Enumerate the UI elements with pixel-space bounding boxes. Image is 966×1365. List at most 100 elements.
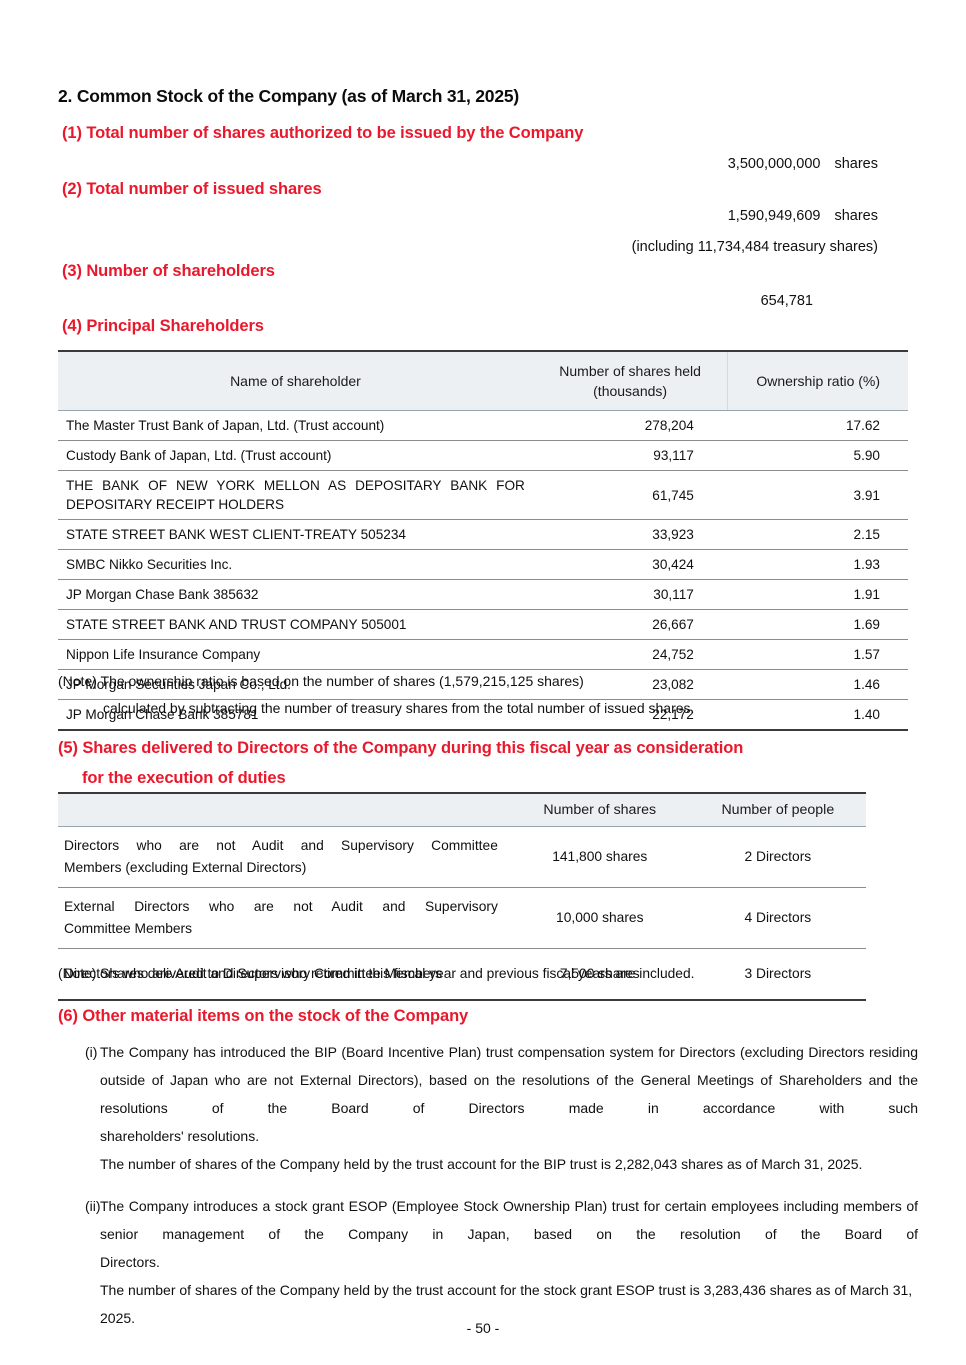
shareholder-ratio: 2.15 <box>727 519 908 550</box>
list-item-marker: (ii) <box>85 1198 101 1214</box>
shareholder-ratio: 1.93 <box>727 549 908 580</box>
shares-delivered-table: Number of shares Number of people Direct… <box>58 792 866 1001</box>
column-header-ratio: Ownership ratio (%) <box>727 350 908 411</box>
director-people: 3 Directors <box>689 948 866 1001</box>
column-header-number-of-shares: Number of shares <box>509 792 690 827</box>
table-row: Directors who are Audit and Supervisory … <box>58 948 866 1001</box>
paragraph-1-text: The Company introduces a stock grant ESO… <box>100 1198 918 1242</box>
table-row: JP Morgan Chase Bank 385632 30,117 1.91 <box>58 579 908 610</box>
column-header-blank <box>58 792 510 827</box>
table-row: Nippon Life Insurance Company 24,752 1.5… <box>58 639 908 670</box>
table-row: STATE STREET BANK AND TRUST COMPANY 5050… <box>58 609 908 640</box>
director-category-label: Directors who are Audit and Supervisory … <box>58 948 510 1001</box>
director-category-line2: Members (excluding External Directors) <box>64 860 307 875</box>
principal-shareholders-table: Name of shareholder Number of shares hel… <box>58 350 908 731</box>
section-5-heading-line1: (5) Shares delivered to Directors of the… <box>58 739 744 757</box>
table-row: THE BANK OF NEW YORK MELLON AS DEPOSITAR… <box>58 470 908 520</box>
issued-shares-amount: 1,590,949,609 <box>727 208 821 224</box>
issued-shares-value-line: 1,590,949,609 shares <box>600 208 878 224</box>
section-5-heading: (5) Shares delivered to Directors of the… <box>58 733 918 793</box>
shareholder-shares: 26,667 <box>532 609 728 640</box>
treasury-shares-note: (including 11,734,484 treasury shares) <box>631 239 878 255</box>
table-row: External Directors who are not Audit and… <box>58 887 866 949</box>
shareholder-name: JP Morgan Securities Japan Co., Ltd. <box>58 669 533 700</box>
shareholder-ratio: 17.62 <box>727 410 908 441</box>
director-category-line2: Committee Members <box>64 921 193 936</box>
director-category-line1: Directors who are not Audit and Supervis… <box>64 838 498 853</box>
authorized-shares-unit: shares <box>834 156 878 172</box>
table-row: Custody Bank of Japan, Ltd. (Trust accou… <box>58 440 908 471</box>
shareholder-shares: 22,172 <box>532 699 728 731</box>
shareholder-name: SMBC Nikko Securities Inc. <box>58 549 533 580</box>
director-category-label: External Directors who are not Audit and… <box>58 887 510 949</box>
table-header-row: Number of shares Number of people <box>58 792 866 827</box>
shareholder-name: STATE STREET BANK WEST CLIENT-TREATY 505… <box>58 519 533 550</box>
shareholder-shares: 93,117 <box>532 440 728 471</box>
section-5-heading-line2: for the execution of duties <box>82 769 286 787</box>
table-row: The Master Trust Bank of Japan, Ltd. (Tr… <box>58 410 908 441</box>
shareholder-name: STATE STREET BANK AND TRUST COMPANY 5050… <box>58 609 533 640</box>
director-people: 4 Directors <box>689 887 866 949</box>
shareholder-shares: 23,082 <box>532 669 728 700</box>
paragraph-1-last-line: Directors. <box>100 1254 160 1270</box>
shareholder-shares: 33,923 <box>532 519 728 550</box>
shareholder-ratio: 1.57 <box>727 639 908 670</box>
list-item: (ii) The Company introduces a stock gran… <box>58 1192 918 1332</box>
table-row: SMBC Nikko Securities Inc. 30,424 1.93 <box>58 549 908 580</box>
column-header-shares: Number of shares held (thousands) <box>532 350 729 411</box>
director-people: 2 Directors <box>689 826 866 888</box>
list-item-body: The Company has introduced the BIP (Boar… <box>100 1038 918 1178</box>
list-item-paragraph-1: The Company introduces a stock grant ESO… <box>100 1192 918 1276</box>
section-1-heading: (1) Total number of shares authorized to… <box>62 124 584 142</box>
shareholder-ratio: 1.40 <box>727 699 908 731</box>
shareholder-name: The Master Trust Bank of Japan, Ltd. (Tr… <box>58 410 533 441</box>
shareholder-name: Custody Bank of Japan, Ltd. (Trust accou… <box>58 440 533 471</box>
page-title: 2. Common Stock of the Company (as of Ma… <box>58 86 520 106</box>
shareholder-ratio: 1.91 <box>727 579 908 610</box>
director-shares: 10,000 shares <box>509 887 690 949</box>
shareholder-shares: 278,204 <box>532 410 728 441</box>
shareholder-name: JP Morgan Chase Bank 385632 <box>58 579 533 610</box>
list-item-paragraph-2: The number of shares of the Company held… <box>100 1156 863 1172</box>
column-header-number-of-people: Number of people <box>689 792 866 827</box>
paragraph-1-text: The Company has introduced the BIP (Boar… <box>100 1044 918 1116</box>
authorized-shares-amount: 3,500,000,000 <box>727 156 821 172</box>
principal-shareholders-note: (Note) The ownership ratio is based on t… <box>58 668 918 722</box>
list-item-marker: (i) <box>85 1044 98 1060</box>
issued-shares-unit: shares <box>834 208 878 224</box>
note-line-1: (Note) The ownership ratio is based on t… <box>58 673 584 689</box>
shareholder-ratio: 5.90 <box>727 440 908 471</box>
director-shares: 7,500 shares <box>509 948 690 1001</box>
paragraph-1-last-line: shareholders' resolutions. <box>100 1128 260 1144</box>
list-item-body: The Company introduces a stock grant ESO… <box>100 1192 918 1332</box>
column-header-name: Name of shareholder <box>58 350 533 411</box>
page-number: - 50 - <box>466 1320 500 1336</box>
shareholder-shares: 24,752 <box>532 639 728 670</box>
section-4-heading: (4) Principal Shareholders <box>62 317 264 335</box>
table-row: JP Morgan Securities Japan Co., Ltd. 23,… <box>58 669 908 700</box>
shareholder-ratio: 1.69 <box>727 609 908 640</box>
list-item: (i) The Company has introduced the BIP (… <box>58 1038 918 1178</box>
director-category-line1: External Directors who are not Audit and… <box>64 899 498 914</box>
shareholder-name: Nippon Life Insurance Company <box>58 639 533 670</box>
shareholder-shares: 30,117 <box>532 579 728 610</box>
shareholder-ratio: 3.91 <box>727 470 908 520</box>
column-header-shares-line2: (thousands) <box>593 383 668 399</box>
section-6-heading: (6) Other material items on the stock of… <box>58 1007 469 1025</box>
authorized-shares-value-line: 3,500,000,000 shares <box>600 156 878 172</box>
table-header-row: Name of shareholder Number of shares hel… <box>58 350 908 411</box>
number-of-shareholders-value: 654,781 <box>760 293 813 309</box>
table-row: JP Morgan Chase Bank 385781 22,172 1.40 <box>58 699 908 731</box>
section-6-list: (i) The Company has introduced the BIP (… <box>58 1038 918 1346</box>
table-row: STATE STREET BANK WEST CLIENT-TREATY 505… <box>58 519 908 550</box>
section-2-heading: (2) Total number of issued shares <box>62 180 322 198</box>
table-row: Directors who are not Audit and Supervis… <box>58 826 866 888</box>
note-line-2: calculated by subtracting the number of … <box>103 700 695 716</box>
shares-delivered-note: (Note) Shares delivered to Directors who… <box>58 966 695 981</box>
director-shares: 141,800 shares <box>509 826 690 888</box>
shareholder-ratio: 1.46 <box>727 669 908 700</box>
shareholder-shares: 61,745 <box>532 470 728 520</box>
director-category-label: Directors who are not Audit and Supervis… <box>58 826 510 888</box>
list-item-paragraph-1: The Company has introduced the BIP (Boar… <box>100 1038 918 1150</box>
